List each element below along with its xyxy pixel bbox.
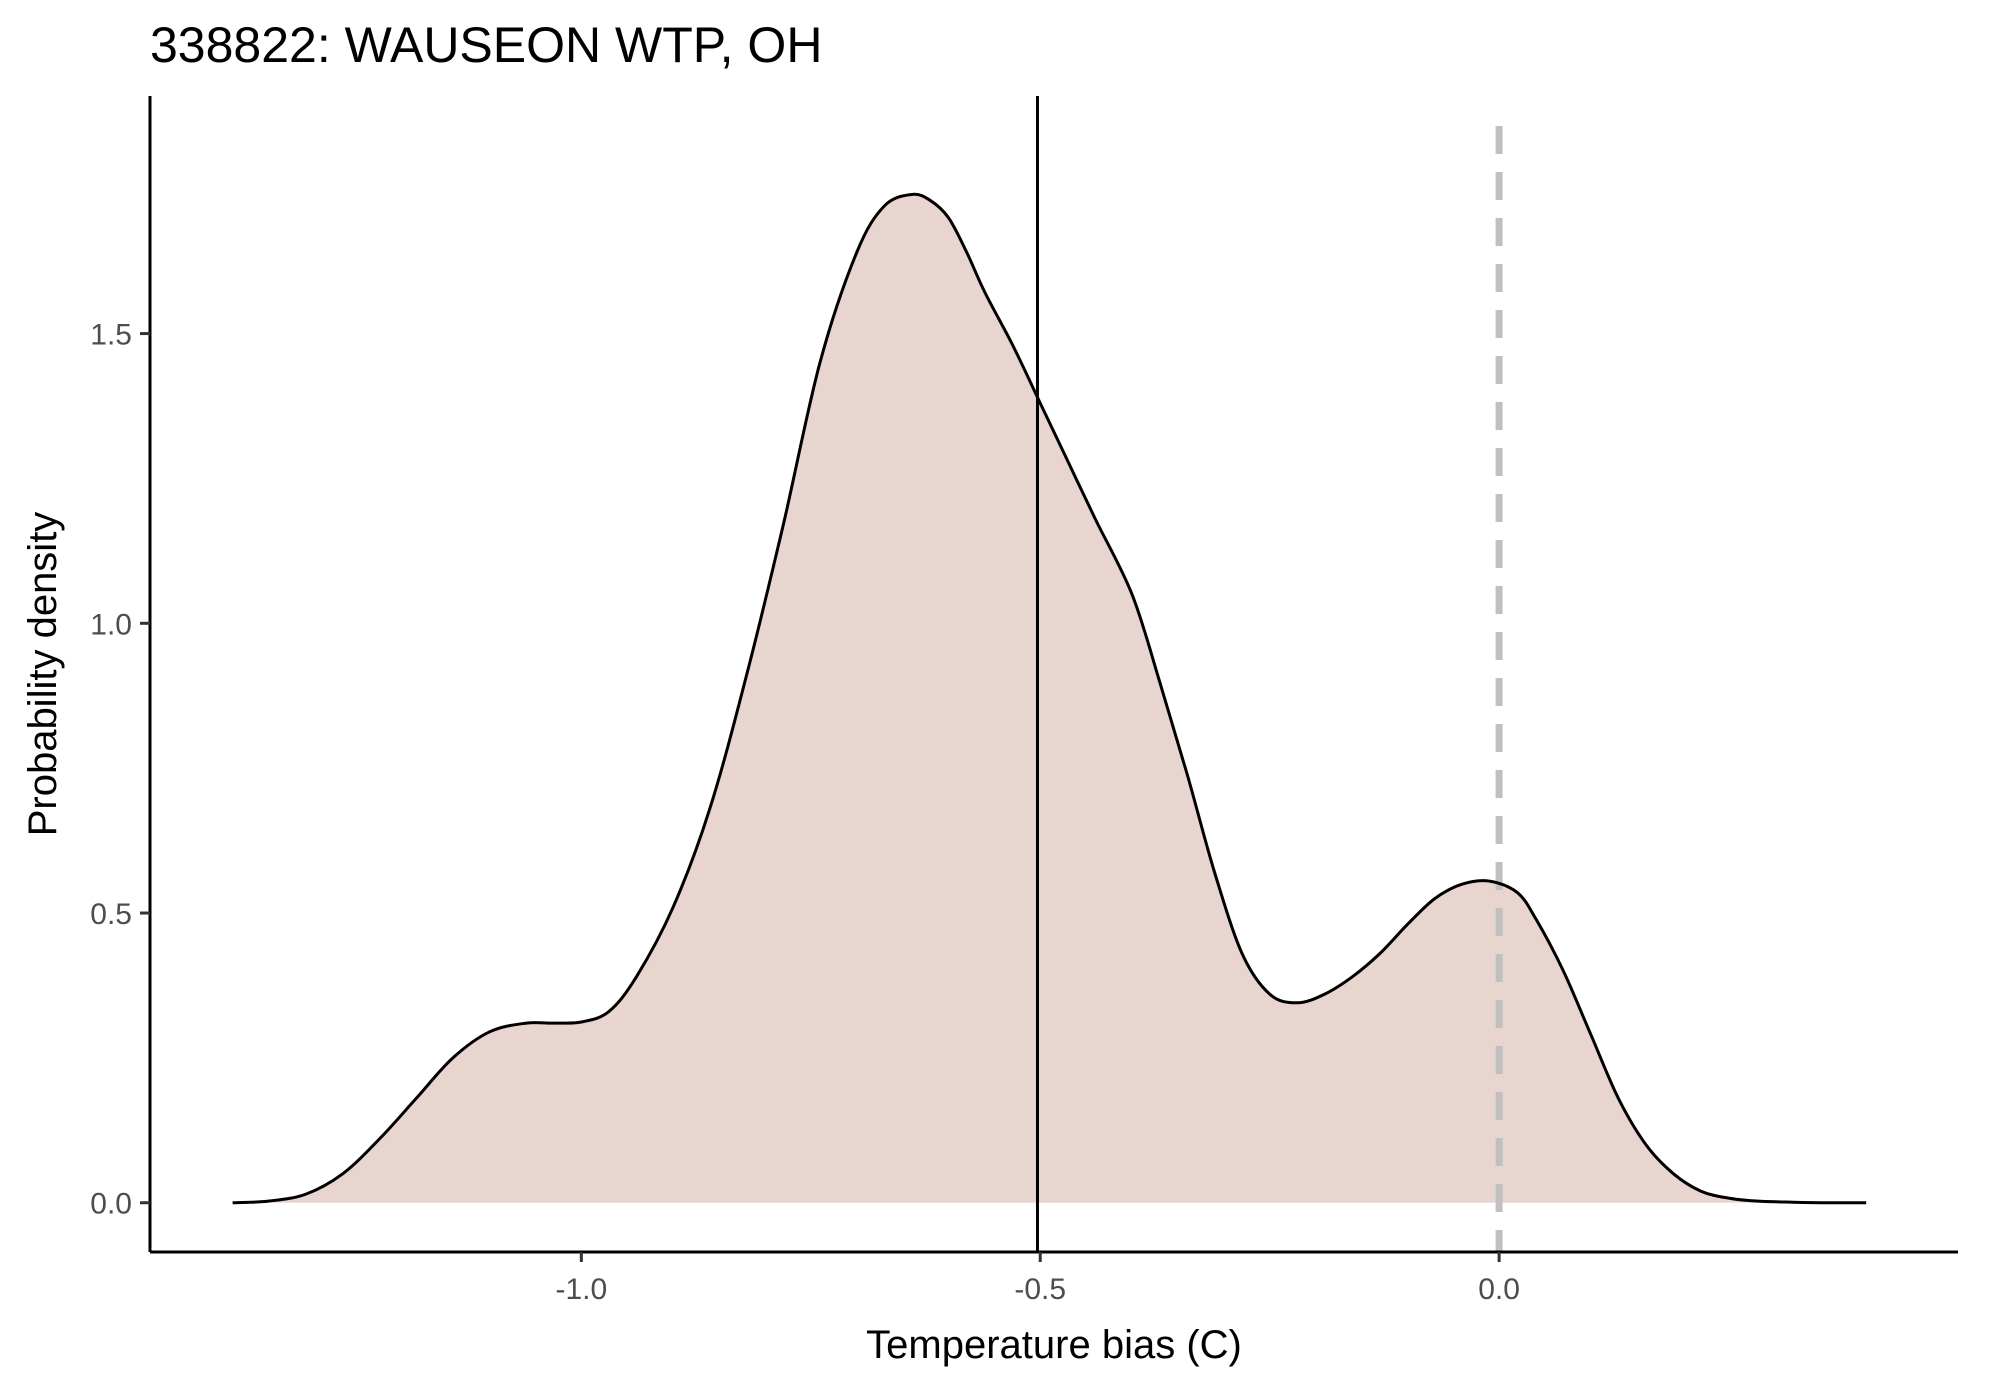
x-tick-label: 0.0 bbox=[1478, 1273, 1520, 1306]
x-tick-label: -1.0 bbox=[555, 1273, 607, 1306]
y-axis-title: Probability density bbox=[21, 512, 65, 837]
chart-title: 338822: WAUSEON WTP, OH bbox=[150, 17, 822, 73]
density-area-fill bbox=[232, 194, 1867, 1203]
x-axis-title: Temperature bias (C) bbox=[866, 1323, 1242, 1367]
x-tick-label: -0.5 bbox=[1014, 1273, 1066, 1306]
plot-area bbox=[232, 96, 1867, 1252]
y-tick-label: 1.0 bbox=[90, 608, 132, 641]
y-tick-label: 0.5 bbox=[90, 898, 132, 931]
y-tick-label: 1.5 bbox=[90, 319, 132, 352]
density-curve bbox=[232, 192, 1867, 1205]
y-axis-ticks: 0.0 0.5 1.0 1.5 bbox=[90, 319, 150, 1221]
x-axis-ticks: -1.0 -0.5 0.0 bbox=[555, 1252, 1520, 1306]
y-tick-label: 0.0 bbox=[90, 1188, 132, 1221]
